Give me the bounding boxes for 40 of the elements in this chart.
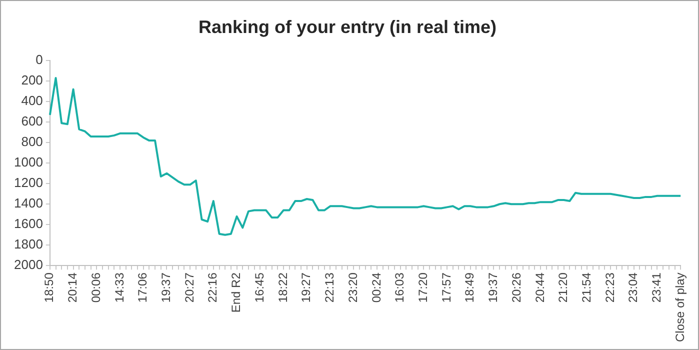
- y-tick-label: 800: [21, 134, 43, 150]
- x-tick-label: 16:45: [252, 272, 266, 303]
- x-tick-label: 20:44: [532, 272, 547, 303]
- y-tick-label: 200: [21, 72, 43, 88]
- x-tick-label: 17:57: [439, 272, 454, 303]
- x-tick-label: 22:16: [206, 272, 220, 303]
- x-tick-label: 20:14: [66, 272, 80, 303]
- y-tick-label: 1000: [14, 154, 43, 170]
- x-tick-label: 16:03: [392, 272, 407, 303]
- x-tick-label: End R2: [229, 272, 244, 313]
- x-tick-label: 17:06: [136, 272, 150, 303]
- x-tick-label: 21:20: [556, 272, 570, 303]
- x-tick-label: 18:50: [42, 272, 56, 303]
- x-tick-label: 23:41: [650, 272, 664, 303]
- x-tick-label: Close of play: [672, 272, 687, 342]
- y-tick-label: 0: [36, 52, 43, 68]
- y-tick-label: 2000: [14, 257, 43, 272]
- x-tick-label: 18:49: [462, 272, 477, 303]
- x-tick-label: 19:27: [299, 272, 314, 303]
- x-tick-label: 22:13: [322, 272, 337, 303]
- x-tick-label: 20:27: [182, 272, 196, 303]
- x-tick-label: 21:54: [579, 272, 594, 303]
- x-tick-label: 19:37: [486, 272, 500, 303]
- x-tick-label: 14:33: [112, 272, 126, 303]
- x-tick-label: 23:04: [626, 272, 640, 303]
- x-tick-label: 19:37: [159, 272, 174, 303]
- x-tick-label: 22:23: [602, 272, 617, 303]
- x-tick-label: 18:22: [276, 272, 290, 303]
- y-tick-label: 1200: [14, 175, 43, 190]
- y-tick-label: 600: [21, 114, 43, 129]
- chart-title: Ranking of your entry (in real time): [198, 16, 497, 37]
- y-tick-label: 1800: [14, 236, 43, 252]
- x-tick-label: 17:20: [416, 272, 430, 303]
- x-tick-label: 00:24: [369, 272, 384, 303]
- y-tick-label: 400: [21, 93, 43, 108]
- x-tick-label: 20:26: [509, 272, 524, 303]
- x-tick-label: 00:06: [88, 272, 103, 303]
- x-tick-label: 23:20: [346, 272, 360, 303]
- y-tick-label: 1600: [14, 216, 43, 232]
- y-tick-label: 1400: [14, 196, 43, 211]
